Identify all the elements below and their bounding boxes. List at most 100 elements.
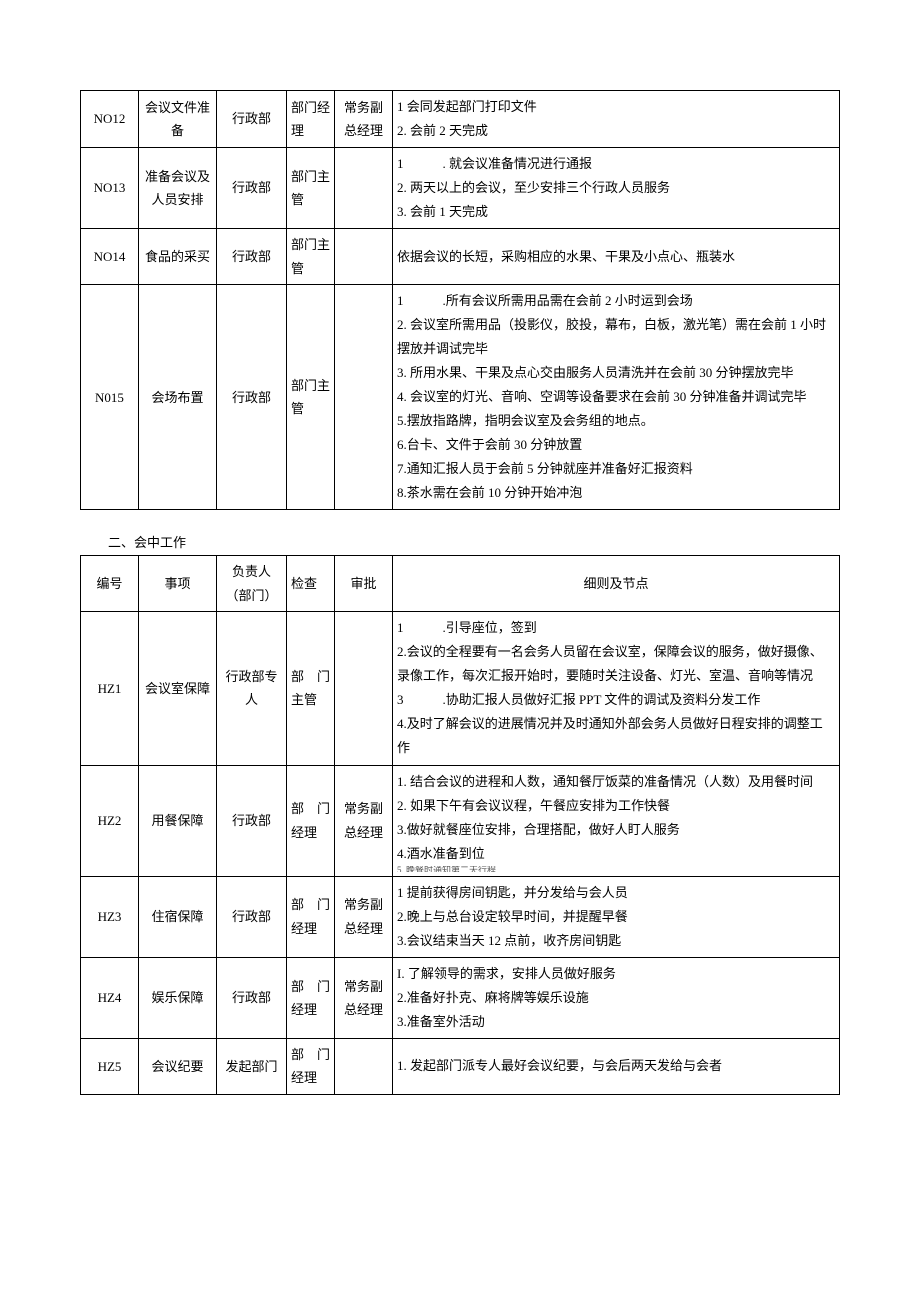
table-row: N015会场布置行政部部门主管 1 .所有会议所需用品需在会前 2 小时运到会场2… xyxy=(81,285,840,510)
detail-line: 1 .引导座位，签到 xyxy=(397,616,835,640)
table-row: HZ3住宿保障行政部部 门经理常务副总经理1 提前获得房间钥匙，并分发给与会人员… xyxy=(81,876,840,957)
cell-item: 会议纪要 xyxy=(139,1038,217,1094)
cell-responsible: 行政部专人 xyxy=(217,612,287,765)
detail-line: 依据会议的长短，采购相应的水果、干果及小点心、瓶装水 xyxy=(397,245,835,269)
cell-approve xyxy=(335,285,393,510)
cell-details: 1 会同发起部门打印文件2. 会前 2 天完成 xyxy=(393,91,840,148)
cell-details: 1 .所有会议所需用品需在会前 2 小时运到会场2. 会议室所需用品（投影仪，胶… xyxy=(393,285,840,510)
cell-approve: 常务副总经理 xyxy=(335,765,393,876)
detail-line: 2.晚上与总台设定较早时间，并提醒早餐 xyxy=(397,905,835,929)
cell-approve: 常务副总经理 xyxy=(335,876,393,957)
detail-line: 1 .所有会议所需用品需在会前 2 小时运到会场 xyxy=(397,289,835,313)
cell-details: 依据会议的长短，采购相应的水果、干果及小点心、瓶装水 xyxy=(393,229,840,285)
cell-responsible: 发起部门 xyxy=(217,1038,287,1094)
cell-no: NO12 xyxy=(81,91,139,148)
cell-check: 部 门主管 xyxy=(287,612,335,765)
cell-check: 部 门经理 xyxy=(287,1038,335,1094)
cell-no: HZ5 xyxy=(81,1038,139,1094)
table-row: HZ5会议纪要发起部门部 门经理 1. 发起部门派专人最好会议纪要，与会后两天发给… xyxy=(81,1038,840,1094)
cell-check: 部 门经理 xyxy=(287,765,335,876)
cell-responsible: 行政部 xyxy=(217,876,287,957)
section-title-2: 二、会中工作 xyxy=(108,532,840,551)
cell-check: 部门主管 xyxy=(287,148,335,229)
cell-no: HZ4 xyxy=(81,957,139,1038)
table-during-meeting: 编号 事项 负责人（部门） 检查 审批 细则及节点 HZ1会议室保障行政部专人部… xyxy=(80,555,840,1094)
cell-no: NO13 xyxy=(81,148,139,229)
cell-details: 1. 结合会议的进程和人数，通知餐厅饭菜的准备情况（人数）及用餐时间2. 如果下… xyxy=(393,765,840,876)
detail-line: 8.茶水需在会前 10 分钟开始冲泡 xyxy=(397,481,835,505)
cell-responsible: 行政部 xyxy=(217,765,287,876)
cell-details: I. 了解领导的需求，安排人员做好服务2.准备好扑克、麻将牌等娱乐设施3.准备室… xyxy=(393,957,840,1038)
table-row: HZ1会议室保障行政部专人部 门主管 1 .引导座位，签到2.会议的全程要有一名会… xyxy=(81,612,840,765)
cell-no: NO14 xyxy=(81,229,139,285)
cell-details: 1 . 就会议准备情况进行通报2. 两天以上的会议，至少安排三个行政人员服务3.… xyxy=(393,148,840,229)
table-row: HZ2用餐保障行政部部 门经理常务副总经理1. 结合会议的进程和人数，通知餐厅饭… xyxy=(81,765,840,876)
detail-line: 5.摆放指路牌，指明会议室及会务组的地点。 xyxy=(397,409,835,433)
cell-item: 会议文件准备 xyxy=(139,91,217,148)
detail-line: 4.酒水准备到位 xyxy=(397,842,835,866)
cell-item: 娱乐保障 xyxy=(139,957,217,1038)
detail-line: 2. 如果下午有会议议程，午餐应安排为工作快餐 xyxy=(397,794,835,818)
cell-check: 部 门经理 xyxy=(287,957,335,1038)
detail-line: 3 .协助汇报人员做好汇报 PPT 文件的调试及资料分发工作 xyxy=(397,688,835,712)
detail-line: 1 提前获得房间钥匙，并分发给与会人员 xyxy=(397,881,835,905)
cell-approve xyxy=(335,229,393,285)
detail-line: 2. 会前 2 天完成 xyxy=(397,119,835,143)
cell-approve xyxy=(335,1038,393,1094)
cell-responsible: 行政部 xyxy=(217,285,287,510)
detail-line: 2.准备好扑克、麻将牌等娱乐设施 xyxy=(397,986,835,1010)
table-row: HZ4娱乐保障行政部部 门经理常务副总经理I. 了解领导的需求，安排人员做好服务… xyxy=(81,957,840,1038)
th-detail: 细则及节点 xyxy=(393,556,840,612)
cell-approve: 常务副总经理 xyxy=(335,91,393,148)
th-no: 编号 xyxy=(81,556,139,612)
detail-line: 2. 两天以上的会议，至少安排三个行政人员服务 xyxy=(397,176,835,200)
table-prework-continued: NO12会议文件准备行政部部门经理常务副总经理1 会同发起部门打印文件2. 会前… xyxy=(80,90,840,510)
detail-line: I. 了解领导的需求，安排人员做好服务 xyxy=(397,962,835,986)
cell-approve: 常务副总经理 xyxy=(335,957,393,1038)
cell-no: HZ3 xyxy=(81,876,139,957)
cell-item: 会议室保障 xyxy=(139,612,217,765)
th-resp: 负责人（部门） xyxy=(217,556,287,612)
cell-approve xyxy=(335,148,393,229)
detail-line: 1. 结合会议的进程和人数，通知餐厅饭菜的准备情况（人数）及用餐时间 xyxy=(397,770,835,794)
cell-no: N015 xyxy=(81,285,139,510)
cell-responsible: 行政部 xyxy=(217,148,287,229)
detail-line: 3.准备室外活动 xyxy=(397,1010,835,1034)
detail-line: 3.会议结束当天 12 点前，收齐房间钥匙 xyxy=(397,929,835,953)
cell-details: 1 .引导座位，签到2.会议的全程要有一名会务人员留在会议室，保障会议的服务，做… xyxy=(393,612,840,765)
table-row: NO14食品的采买行政部部门主管依据会议的长短，采购相应的水果、干果及小点心、瓶… xyxy=(81,229,840,285)
table-header-row: 编号 事项 负责人（部门） 检查 审批 细则及节点 xyxy=(81,556,840,612)
cell-responsible: 行政部 xyxy=(217,957,287,1038)
cell-no: HZ2 xyxy=(81,765,139,876)
detail-line: 3. 所用水果、干果及点心交由服务人员清洗并在会前 30 分钟摆放完毕 xyxy=(397,361,835,385)
cell-no: HZ1 xyxy=(81,612,139,765)
detail-line: 4. 会议室的灯光、音响、空调等设备要求在会前 30 分钟准备并调试完毕 xyxy=(397,385,835,409)
cell-item: 住宿保障 xyxy=(139,876,217,957)
th-approve: 审批 xyxy=(335,556,393,612)
detail-line: 3. 会前 1 天完成 xyxy=(397,200,835,224)
cell-item: 食品的采买 xyxy=(139,229,217,285)
cell-item: 用餐保障 xyxy=(139,765,217,876)
th-item: 事项 xyxy=(139,556,217,612)
cell-details: 1. 发起部门派专人最好会议纪要，与会后两天发给与会者 xyxy=(393,1038,840,1094)
table-row: NO12会议文件准备行政部部门经理常务副总经理1 会同发起部门打印文件2. 会前… xyxy=(81,91,840,148)
cell-item: 会场布置 xyxy=(139,285,217,510)
detail-line-overflow: 5. 晚餐时通知第二天行程 xyxy=(397,866,835,872)
table-row: NO13准备会议及人员安排行政部部门主管 1 . 就会议准备情况进行通报2. 两天… xyxy=(81,148,840,229)
detail-line: 1 . 就会议准备情况进行通报 xyxy=(397,152,835,176)
detail-line: 2.会议的全程要有一名会务人员留在会议室，保障会议的服务，做好摄像、录像工作，每… xyxy=(397,640,835,688)
cell-approve xyxy=(335,612,393,765)
cell-check: 部门主管 xyxy=(287,285,335,510)
cell-item: 准备会议及人员安排 xyxy=(139,148,217,229)
cell-responsible: 行政部 xyxy=(217,91,287,148)
cell-check: 部门经理 xyxy=(287,91,335,148)
detail-line: 1 会同发起部门打印文件 xyxy=(397,95,835,119)
detail-line: 1. 发起部门派专人最好会议纪要，与会后两天发给与会者 xyxy=(397,1054,835,1078)
cell-responsible: 行政部 xyxy=(217,229,287,285)
detail-line: 7.通知汇报人员于会前 5 分钟就座并准备好汇报资料 xyxy=(397,457,835,481)
cell-details: 1 提前获得房间钥匙，并分发给与会人员2.晚上与总台设定较早时间，并提醒早餐3.… xyxy=(393,876,840,957)
detail-line: 4.及时了解会议的进展情况并及时通知外部会务人员做好日程安排的调整工作 xyxy=(397,712,835,760)
detail-line: 3.做好就餐座位安排，合理搭配，做好人盯人服务 xyxy=(397,818,835,842)
th-check: 检查 xyxy=(287,556,335,612)
cell-check: 部 门经理 xyxy=(287,876,335,957)
